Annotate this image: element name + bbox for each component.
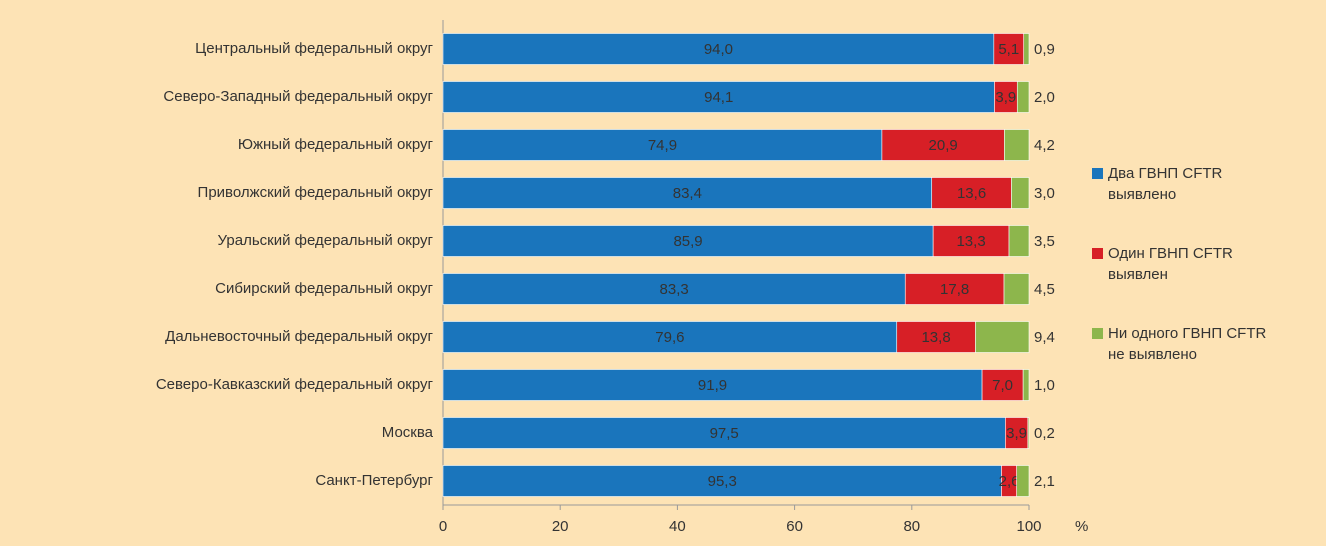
y-tick-label: Северо-Кавказский федеральный округ — [156, 376, 434, 393]
legend-swatch — [1092, 328, 1103, 339]
value-label: 94,1 — [704, 89, 733, 106]
bar-segment — [896, 321, 976, 353]
y-tick-label: Уральский федеральный округ — [218, 232, 434, 249]
value-label: 3,9 — [1006, 425, 1027, 442]
value-label: 94,0 — [704, 41, 733, 58]
value-label: 4,2 — [1034, 137, 1055, 154]
bar-segment — [1016, 465, 1030, 497]
value-label: 85,9 — [673, 233, 702, 250]
bar-segment — [881, 129, 1005, 161]
value-label: 13,3 — [956, 233, 985, 250]
value-label: 0,9 — [1034, 41, 1055, 58]
bar-segment — [1023, 33, 1030, 65]
bar-segment — [442, 321, 898, 353]
bar-segment — [442, 417, 1006, 449]
bar-segment — [981, 369, 1024, 401]
value-label: 13,8 — [921, 329, 950, 346]
x-tick-label: 20 — [552, 518, 569, 535]
value-label: 2,0 — [1034, 89, 1055, 106]
bar-segment — [904, 273, 1005, 305]
value-label: 5,1 — [998, 41, 1019, 58]
bar-segment — [1022, 369, 1030, 401]
value-label: 17,8 — [940, 281, 969, 298]
bar-segment — [1016, 81, 1030, 113]
bar-segment — [1004, 129, 1030, 161]
value-label: 74,9 — [648, 137, 677, 154]
bar-segment — [442, 81, 995, 113]
bar-segment — [931, 177, 1012, 209]
y-tick-label: Москва — [382, 424, 434, 441]
bar-segment — [993, 33, 1025, 65]
value-label: 3,0 — [1034, 185, 1055, 202]
bar-segment — [1008, 225, 1030, 257]
x-tick-label: 0 — [439, 518, 447, 535]
value-label: 4,5 — [1034, 281, 1055, 298]
value-label: 1,0 — [1034, 377, 1055, 394]
value-label: 79,6 — [655, 329, 684, 346]
x-tick-label: 100 — [1016, 518, 1041, 535]
value-label: 20,9 — [929, 137, 958, 154]
value-label: 95,3 — [708, 473, 737, 490]
value-label: 83,4 — [673, 185, 702, 202]
x-unit: % — [1075, 518, 1088, 535]
value-label: 13,6 — [957, 185, 986, 202]
value-label: 97,5 — [710, 425, 739, 442]
y-tick-label: Центральный федеральный округ — [195, 40, 433, 57]
x-tick-label: 40 — [669, 518, 686, 535]
x-tick-label: 60 — [786, 518, 803, 535]
y-tick-label: Сибирский федеральный округ — [215, 280, 433, 297]
bar-segment — [442, 465, 1002, 497]
y-tick-label: Южный федеральный округ — [238, 136, 434, 153]
bar-segment — [975, 321, 1030, 353]
value-label: 83,3 — [660, 281, 689, 298]
y-tick-label: Санкт-Петербург — [315, 472, 433, 489]
bar-segment — [1003, 273, 1030, 305]
bar-segment — [442, 33, 995, 65]
bar-segment — [442, 273, 906, 305]
y-tick-label: Северо-Западный федеральный округ — [163, 88, 433, 105]
y-tick-label: Дальневосточный федеральный округ — [165, 328, 433, 345]
value-label: 3,9 — [995, 89, 1016, 106]
value-label: 0,2 — [1034, 425, 1055, 442]
value-label: 9,4 — [1034, 329, 1055, 346]
bar-segment — [1027, 417, 1030, 449]
value-label: 7,0 — [992, 377, 1013, 394]
legend-label: Ни одного ГВНП CFTR не выявлено — [1108, 325, 1267, 363]
bar-segment — [1011, 177, 1030, 209]
bar-segment — [442, 177, 933, 209]
value-label: 91,9 — [698, 377, 727, 394]
value-label: 3,5 — [1034, 233, 1055, 250]
y-tick-label: Приволжский федеральный округ — [198, 184, 434, 201]
value-label: 2,6 — [999, 473, 1020, 490]
legend-swatch — [1092, 168, 1103, 179]
x-tick-label: 80 — [903, 518, 920, 535]
bar-segment — [442, 225, 934, 257]
bar-segment — [442, 369, 983, 401]
legend-label: Один ГВНП CFTR выявлен — [1108, 245, 1233, 283]
value-label: 2,1 — [1034, 473, 1055, 490]
legend-label: Два ГВНП CFTR выявлено — [1108, 165, 1223, 203]
bar-segment — [932, 225, 1010, 257]
legend-swatch — [1092, 248, 1103, 259]
